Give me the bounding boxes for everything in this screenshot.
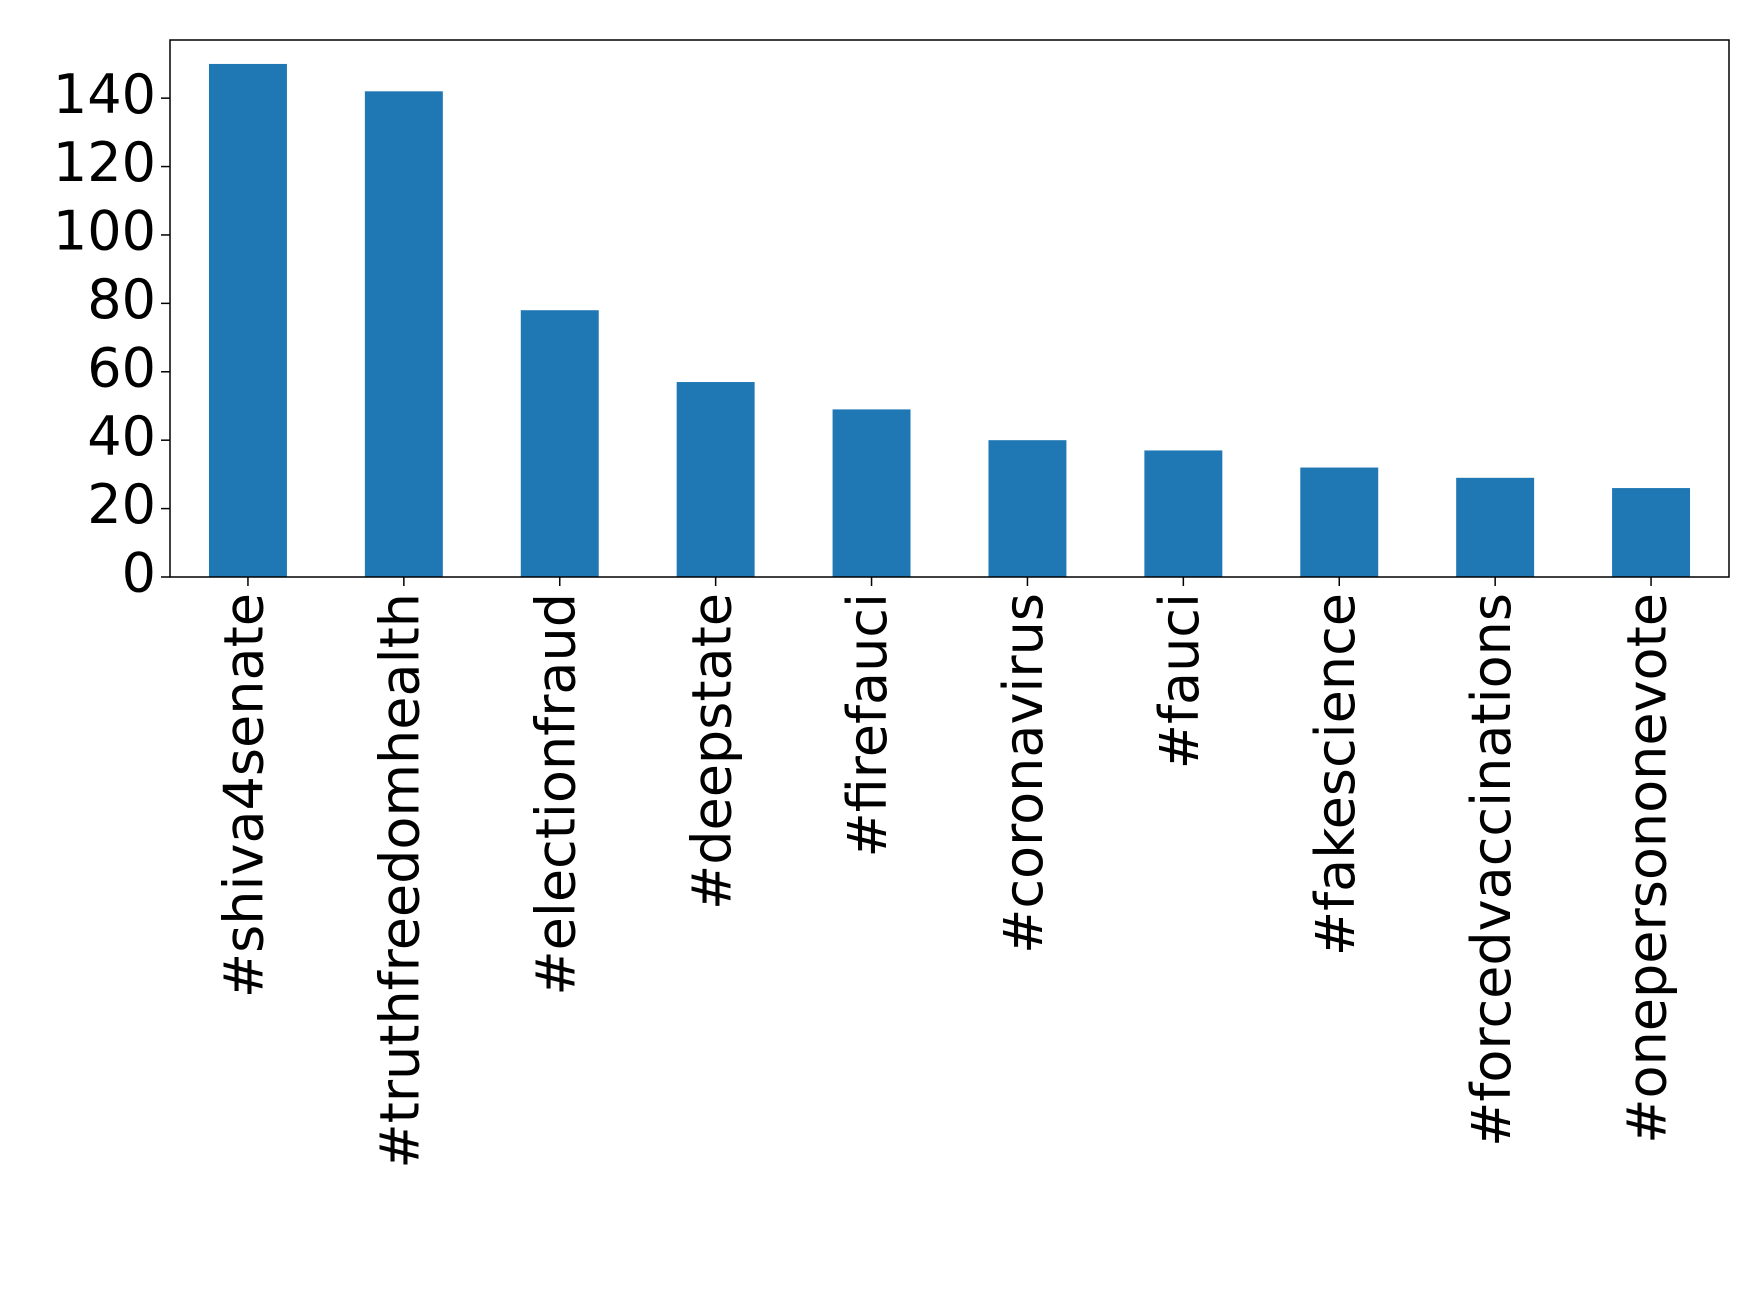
y-tick-label: 20	[87, 473, 156, 536]
x-tick-label: #truthfreedomhealth	[368, 593, 431, 1169]
bar	[1300, 467, 1379, 577]
bar	[676, 382, 755, 577]
bar	[1456, 477, 1535, 577]
bar	[208, 63, 287, 577]
y-tick-label: 0	[122, 542, 156, 605]
plot-frame	[169, 39, 1730, 578]
y-tick-label: 80	[87, 268, 156, 331]
bar	[1612, 488, 1691, 577]
bar	[988, 440, 1067, 577]
x-tick-label: #fauci	[1148, 593, 1211, 769]
y-tick-label: 120	[53, 131, 156, 194]
x-tick-label: #deepstate	[680, 593, 743, 910]
x-tick-label: #fakescience	[1304, 593, 1367, 956]
x-tick-label: #electionfraud	[524, 593, 587, 996]
y-tick-label: 100	[53, 200, 156, 263]
x-tick-label: #onepersononevote	[1616, 593, 1679, 1144]
x-tick-label: #firefauci	[836, 593, 899, 858]
y-tick-label: 40	[87, 405, 156, 468]
y-tick-label: 140	[53, 63, 156, 126]
bar	[832, 409, 911, 577]
bar	[364, 91, 443, 578]
x-tick-label: #coronavirus	[992, 593, 1055, 954]
x-tick-label: #shiva4senate	[213, 593, 276, 998]
y-tick-label: 60	[87, 336, 156, 399]
bar	[1144, 450, 1223, 577]
bar	[520, 310, 599, 577]
x-tick-label: #forcedvaccinations	[1460, 593, 1523, 1147]
